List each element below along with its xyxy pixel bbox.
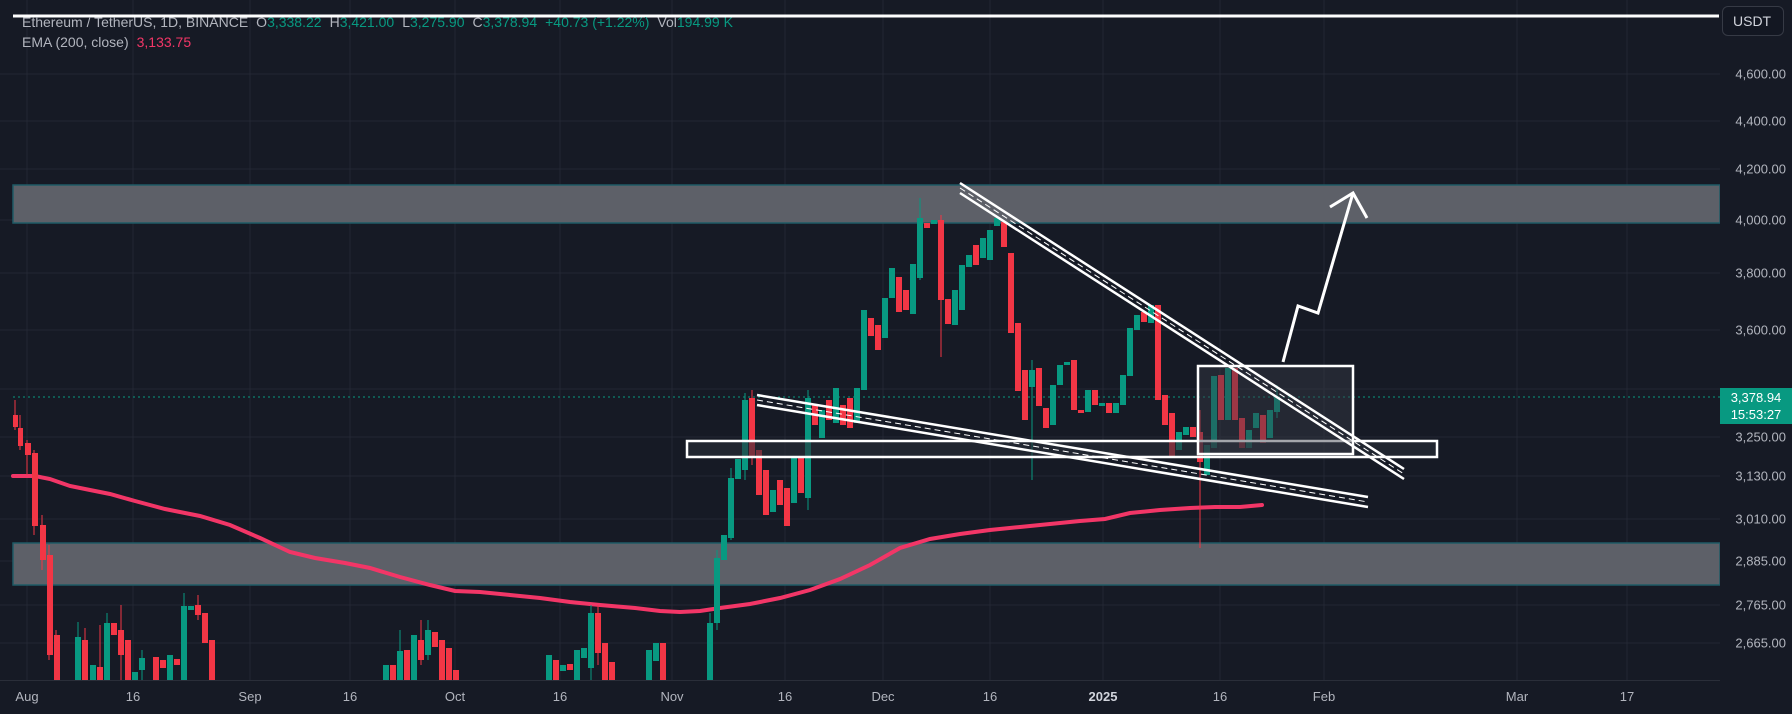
price-tick: 2,765.00 xyxy=(1735,597,1786,613)
support-zone xyxy=(12,542,1720,586)
time-tick: Feb xyxy=(1312,689,1336,704)
time-tick: Oct xyxy=(444,689,466,704)
price-tick: 4,400.00 xyxy=(1735,113,1786,129)
price-tick: 3,250.00 xyxy=(1735,429,1786,445)
ohlc-row: Ethereum / TetherUS, 1D, BINANCE O3,338.… xyxy=(22,14,733,30)
time-axis[interactable]: Aug 16 Sep 16 Oct 16 Nov 16 Dec 16 2025 … xyxy=(0,680,1720,714)
time-tick: 16 xyxy=(342,689,358,704)
currency-button[interactable]: USDT xyxy=(1722,6,1784,36)
time-tick: 16 xyxy=(125,689,141,704)
ema-200-line xyxy=(11,474,1264,615)
time-tick: 16 xyxy=(552,689,568,704)
drawings xyxy=(685,181,1439,509)
symbol-title[interactable]: Ethereum / TetherUS, 1D, BINANCE xyxy=(22,14,249,30)
time-tick: 16 xyxy=(777,689,793,704)
price-tick: 2,885.00 xyxy=(1735,553,1786,569)
close-value: 3,378.94 xyxy=(482,14,538,30)
chart-pane[interactable]: Ethereum / TetherUS, 1D, BINANCE O3,338.… xyxy=(0,0,1720,680)
time-tick: 17 xyxy=(1619,689,1635,704)
price-tick: 2,665.00 xyxy=(1735,635,1786,651)
open-value: 3,338.22 xyxy=(267,14,322,30)
low-value: 3,275.90 xyxy=(409,14,465,30)
price-tick: 3,800.00 xyxy=(1735,265,1786,281)
change-value: +40.73 (+1.22%) xyxy=(545,14,650,30)
arrow-head xyxy=(1329,190,1369,219)
time-tick: 16 xyxy=(982,689,998,704)
resistance-zone xyxy=(12,184,1720,224)
ema-row[interactable]: EMA (200, close) 3,133.75 xyxy=(22,32,733,52)
time-tick: Nov xyxy=(660,689,684,704)
price-tick: 3,600.00 xyxy=(1735,322,1786,338)
price-tick: 4,200.00 xyxy=(1735,161,1786,177)
chart-legend: Ethereum / TetherUS, 1D, BINANCE O3,338.… xyxy=(22,12,733,52)
price-tick: 3,010.00 xyxy=(1735,511,1786,527)
price-axis[interactable]: 4,600.00 4,400.00 4,200.00 4,000.00 3,80… xyxy=(1720,0,1792,680)
last-price-label: 3,378.94 15:53:27 xyxy=(1720,388,1792,424)
volume-value: 194.99 K xyxy=(676,14,733,30)
consolidation-box xyxy=(1196,364,1355,456)
ema-value: 3,133.75 xyxy=(136,34,192,50)
time-tick: Mar xyxy=(1505,689,1529,704)
chart-canvas[interactable] xyxy=(0,0,1720,680)
time-tick: Dec xyxy=(871,689,895,704)
time-tick: Sep xyxy=(238,689,262,704)
time-tick: 16 xyxy=(1212,689,1228,704)
projection-arrow xyxy=(1281,192,1355,363)
price-tick: 4,000.00 xyxy=(1735,212,1786,228)
candlesticks xyxy=(13,198,1280,680)
price-tick: 3,130.00 xyxy=(1735,468,1786,484)
last-price-value: 3,378.94 xyxy=(1730,390,1782,405)
bar-countdown: 15:53:27 xyxy=(1730,407,1782,422)
high-value: 3,421.00 xyxy=(339,14,395,30)
time-tick: Aug xyxy=(15,689,39,704)
ema-label: EMA (200, close) xyxy=(22,34,129,50)
time-tick-year: 2025 xyxy=(1088,689,1118,704)
price-tick: 4,600.00 xyxy=(1735,66,1786,82)
